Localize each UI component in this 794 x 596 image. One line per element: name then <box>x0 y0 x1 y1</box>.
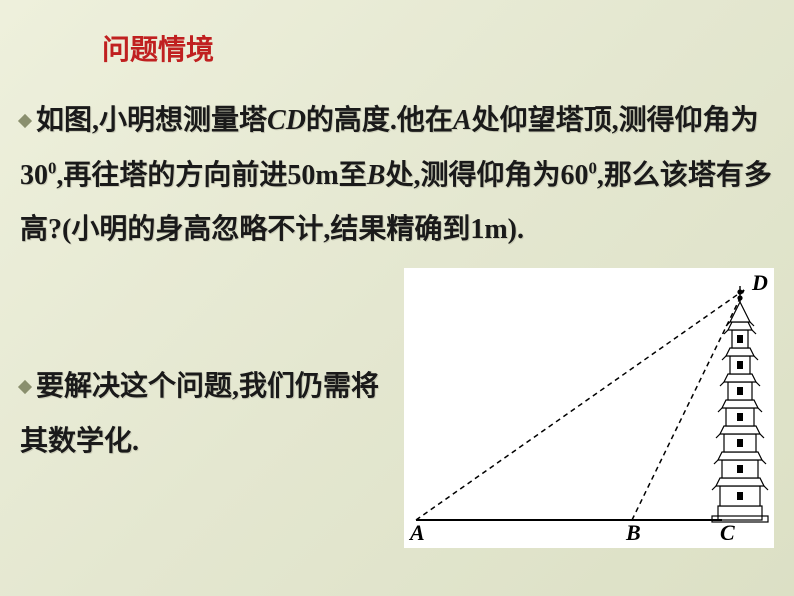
text: 的高度.他在 <box>306 105 453 136</box>
label-d: D <box>751 270 768 295</box>
hint-paragraph: 要解决这个问题,我们仍需将 其数学化. <box>20 360 379 469</box>
label-a: A <box>408 520 425 545</box>
text: 至 <box>339 160 367 191</box>
section-title: 问题情境 <box>102 28 214 68</box>
var-b: B <box>367 160 386 191</box>
text: 处,测得仰角为 <box>385 160 560 191</box>
label-b: B <box>625 520 641 545</box>
distance: 50m <box>287 160 338 191</box>
problem-paragraph: 如图,小明想测量塔CD的高度.他在A处仰望塔顶,测得仰角为 300,再往塔的方向前… <box>20 94 776 258</box>
text: 如图,小明想测量塔 <box>36 105 267 136</box>
text: 处仰望塔顶,测得仰角为 <box>472 105 759 136</box>
angle1: 300 <box>20 160 56 191</box>
precision: 1m). <box>470 214 524 245</box>
text: 要解决这个问题,我们仍需将 <box>36 371 379 402</box>
text: ,再往塔的方向前进 <box>56 160 287 191</box>
bullet-icon <box>18 114 32 128</box>
text: 其数学化. <box>20 426 139 457</box>
diagram-figure: A B C D <box>404 268 774 548</box>
var-a: A <box>453 105 472 136</box>
angle2: 600 <box>560 160 596 191</box>
bullet-icon <box>18 380 32 394</box>
geometry-diagram: A B C D <box>404 268 774 548</box>
label-c: C <box>720 520 735 545</box>
tower-icon <box>712 286 768 522</box>
var-cd: CD <box>267 105 306 136</box>
